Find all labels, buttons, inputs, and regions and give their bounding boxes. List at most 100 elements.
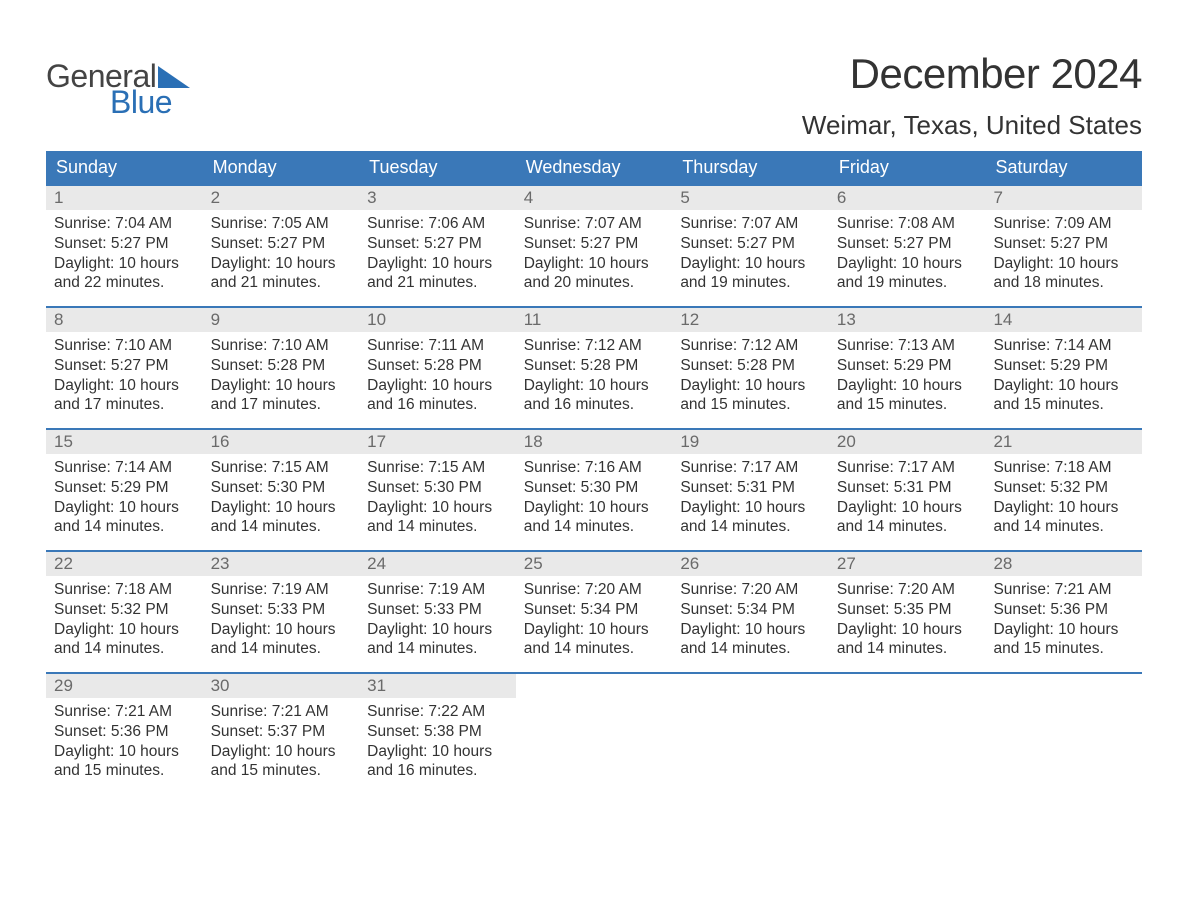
day-sunrise: Sunrise: 7:10 AM (211, 336, 352, 356)
day-cell: 26Sunrise: 7:20 AMSunset: 5:34 PMDayligh… (672, 552, 829, 672)
day-day2: and 15 minutes. (993, 395, 1134, 415)
day-cell: 21Sunrise: 7:18 AMSunset: 5:32 PMDayligh… (985, 430, 1142, 550)
day-day1: Daylight: 10 hours (54, 620, 195, 640)
day-number: 17 (359, 430, 516, 454)
day-header-row: Sunday Monday Tuesday Wednesday Thursday… (46, 151, 1142, 184)
day-number: 31 (359, 674, 516, 698)
day-sunset: Sunset: 5:32 PM (993, 478, 1134, 498)
week-row: 22Sunrise: 7:18 AMSunset: 5:32 PMDayligh… (46, 550, 1142, 672)
day-cell: 23Sunrise: 7:19 AMSunset: 5:33 PMDayligh… (203, 552, 360, 672)
day-number (516, 674, 673, 698)
day-number: 3 (359, 186, 516, 210)
day-sunset: Sunset: 5:28 PM (524, 356, 665, 376)
day-day1: Daylight: 10 hours (367, 620, 508, 640)
day-number: 22 (46, 552, 203, 576)
day-sunset: Sunset: 5:34 PM (524, 600, 665, 620)
day-sunset: Sunset: 5:34 PM (680, 600, 821, 620)
day-sunrise: Sunrise: 7:07 AM (680, 214, 821, 234)
day-sunrise: Sunrise: 7:15 AM (367, 458, 508, 478)
day-sunset: Sunset: 5:27 PM (211, 234, 352, 254)
day-sunrise: Sunrise: 7:22 AM (367, 702, 508, 722)
day-day1: Daylight: 10 hours (993, 620, 1134, 640)
day-cell: 13Sunrise: 7:13 AMSunset: 5:29 PMDayligh… (829, 308, 986, 428)
day-number: 20 (829, 430, 986, 454)
day-sunset: Sunset: 5:30 PM (367, 478, 508, 498)
day-cell: 30Sunrise: 7:21 AMSunset: 5:37 PMDayligh… (203, 674, 360, 794)
day-sunrise: Sunrise: 7:20 AM (680, 580, 821, 600)
day-number: 23 (203, 552, 360, 576)
day-sunset: Sunset: 5:38 PM (367, 722, 508, 742)
day-day1: Daylight: 10 hours (54, 498, 195, 518)
day-day1: Daylight: 10 hours (367, 376, 508, 396)
day-cell: 9Sunrise: 7:10 AMSunset: 5:28 PMDaylight… (203, 308, 360, 428)
day-cell: 8Sunrise: 7:10 AMSunset: 5:27 PMDaylight… (46, 308, 203, 428)
day-cell: 29Sunrise: 7:21 AMSunset: 5:36 PMDayligh… (46, 674, 203, 794)
day-body: Sunrise: 7:18 AMSunset: 5:32 PMDaylight:… (46, 576, 203, 669)
day-sunrise: Sunrise: 7:21 AM (211, 702, 352, 722)
week-row: 8Sunrise: 7:10 AMSunset: 5:27 PMDaylight… (46, 306, 1142, 428)
day-cell (985, 674, 1142, 794)
day-sunrise: Sunrise: 7:18 AM (54, 580, 195, 600)
day-day1: Daylight: 10 hours (211, 742, 352, 762)
day-cell: 5 Sunrise: 7:07 AMSunset: 5:27 PMDaylight… (672, 186, 829, 306)
day-number: 4 (516, 186, 673, 210)
day-day1: Daylight: 10 hours (680, 620, 821, 640)
dayhead-tue: Tuesday (359, 151, 516, 184)
month-title: December 2024 (802, 50, 1142, 98)
day-sunset: Sunset: 5:27 PM (367, 234, 508, 254)
day-cell: 19Sunrise: 7:17 AMSunset: 5:31 PMDayligh… (672, 430, 829, 550)
day-cell: 31Sunrise: 7:22 AMSunset: 5:38 PMDayligh… (359, 674, 516, 794)
day-cell: 16Sunrise: 7:15 AMSunset: 5:30 PMDayligh… (203, 430, 360, 550)
day-number: 12 (672, 308, 829, 332)
day-body: Sunrise: 7:13 AMSunset: 5:29 PMDaylight:… (829, 332, 986, 425)
day-number: 13 (829, 308, 986, 332)
day-sunrise: Sunrise: 7:19 AM (367, 580, 508, 600)
day-day2: and 15 minutes. (54, 761, 195, 781)
day-number: 10 (359, 308, 516, 332)
day-sunset: Sunset: 5:27 PM (993, 234, 1134, 254)
day-day1: Daylight: 10 hours (993, 376, 1134, 396)
day-day1: Daylight: 10 hours (367, 254, 508, 274)
day-day2: and 14 minutes. (211, 517, 352, 537)
day-body: Sunrise: 7:21 AMSunset: 5:37 PMDaylight:… (203, 698, 360, 791)
day-sunset: Sunset: 5:27 PM (524, 234, 665, 254)
day-sunset: Sunset: 5:27 PM (54, 356, 195, 376)
day-sunset: Sunset: 5:31 PM (837, 478, 978, 498)
day-cell: 22Sunrise: 7:18 AMSunset: 5:32 PMDayligh… (46, 552, 203, 672)
calendar: Sunday Monday Tuesday Wednesday Thursday… (46, 151, 1142, 794)
day-number: 29 (46, 674, 203, 698)
day-day2: and 19 minutes. (837, 273, 978, 293)
day-number: 6 (829, 186, 986, 210)
day-sunrise: Sunrise: 7:21 AM (54, 702, 195, 722)
day-body: Sunrise: 7:10 AMSunset: 5:27 PMDaylight:… (46, 332, 203, 425)
day-number: 19 (672, 430, 829, 454)
day-day2: and 22 minutes. (54, 273, 195, 293)
day-day2: and 14 minutes. (54, 517, 195, 537)
day-day2: and 14 minutes. (367, 639, 508, 659)
day-number: 27 (829, 552, 986, 576)
day-body: Sunrise: 7:09 AMSunset: 5:27 PMDaylight:… (985, 210, 1142, 303)
day-number: 15 (46, 430, 203, 454)
day-day2: and 14 minutes. (54, 639, 195, 659)
day-day2: and 14 minutes. (680, 639, 821, 659)
day-body: Sunrise: 7:20 AMSunset: 5:34 PMDaylight:… (672, 576, 829, 669)
day-day2: and 18 minutes. (993, 273, 1134, 293)
day-sunrise: Sunrise: 7:14 AM (993, 336, 1134, 356)
day-body: Sunrise: 7:21 AMSunset: 5:36 PMDaylight:… (46, 698, 203, 791)
day-sunrise: Sunrise: 7:20 AM (837, 580, 978, 600)
day-number: 5 (672, 186, 829, 210)
day-body: Sunrise: 7:14 AMSunset: 5:29 PMDaylight:… (985, 332, 1142, 425)
day-day2: and 16 minutes. (367, 395, 508, 415)
day-day1: Daylight: 10 hours (680, 376, 821, 396)
day-number: 14 (985, 308, 1142, 332)
day-cell: 11Sunrise: 7:12 AMSunset: 5:28 PMDayligh… (516, 308, 673, 428)
weeks-container: 1Sunrise: 7:04 AMSunset: 5:27 PMDaylight… (46, 184, 1142, 794)
dayhead-wed: Wednesday (516, 151, 673, 184)
day-cell: 24Sunrise: 7:19 AMSunset: 5:33 PMDayligh… (359, 552, 516, 672)
day-day1: Daylight: 10 hours (680, 254, 821, 274)
day-body: Sunrise: 7:15 AMSunset: 5:30 PMDaylight:… (359, 454, 516, 547)
day-day1: Daylight: 10 hours (524, 620, 665, 640)
day-cell: 25Sunrise: 7:20 AMSunset: 5:34 PMDayligh… (516, 552, 673, 672)
day-sunset: Sunset: 5:27 PM (680, 234, 821, 254)
day-sunset: Sunset: 5:35 PM (837, 600, 978, 620)
